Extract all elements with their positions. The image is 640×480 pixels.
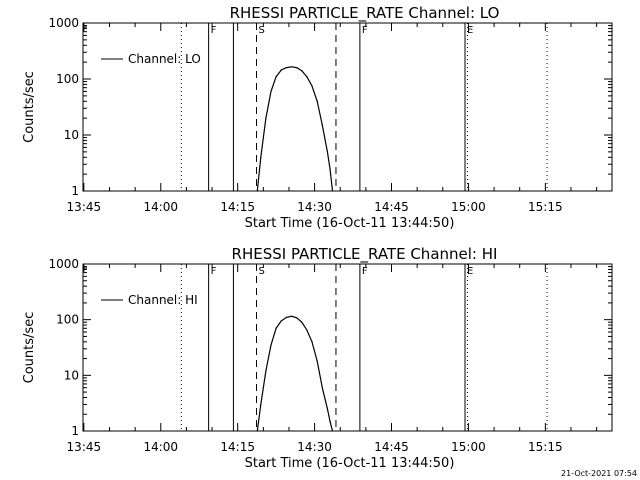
series-point	[280, 69, 282, 71]
footer-timestamp: 21-Oct-2021 07:54	[561, 469, 637, 478]
series-point	[301, 321, 303, 323]
x-axis-label: Start Time (16-Oct-11 13:44:50)	[245, 216, 455, 231]
chart-panel-lo: RHESSI PARTICLE_RATE Channel: LO Counts/s…	[22, 4, 613, 231]
x-tick-label: 15:00	[451, 440, 486, 454]
x-tick-label: 14:30	[297, 440, 332, 454]
chart-title: RHESSI PARTICLE_RATE Channel: LO	[230, 4, 500, 23]
x-tick-label: 14:30	[297, 200, 332, 214]
series-point	[316, 360, 318, 362]
y-tick-label: 1	[71, 184, 79, 198]
series-point	[256, 430, 258, 432]
series-point	[301, 70, 303, 72]
series-point	[265, 117, 267, 119]
y-tick-label: 1000	[48, 16, 79, 30]
x-tick-label: 14:15	[220, 440, 255, 454]
event-marker-label: S	[258, 25, 264, 36]
x-axis-label: Start Time (16-Oct-11 13:44:50)	[245, 456, 455, 471]
x-tick-label: 13:45	[67, 200, 102, 214]
series-line	[256, 315, 334, 432]
x-tick-label: 14:45	[374, 200, 409, 214]
series-point	[306, 329, 308, 331]
event-marker-label: F	[211, 266, 217, 277]
series-point	[331, 190, 334, 192]
x-tick-label: 14:15	[220, 200, 255, 214]
series-point	[329, 420, 331, 422]
chart-panel-hi: RHESSI PARTICLE_RATE Channel: HI Counts/s…	[22, 245, 613, 471]
plot-frame	[82, 22, 613, 192]
legend-label: Channel: HI	[128, 293, 198, 307]
series-point	[275, 327, 277, 329]
series-point	[326, 151, 329, 153]
series-point	[285, 66, 287, 69]
series-point	[260, 403, 262, 406]
x-tick-label: 14:00	[143, 440, 178, 454]
y-tick-label: 1000	[48, 257, 79, 271]
series-point	[290, 315, 293, 317]
series-point	[311, 341, 313, 343]
x-tick-label: 14:45	[374, 440, 409, 454]
y-tick-label: 1	[71, 424, 79, 438]
series-point	[331, 430, 334, 432]
event-marker-label: F	[211, 25, 217, 36]
series-point	[326, 408, 329, 410]
series-point	[285, 316, 287, 318]
event-marker-label: E	[467, 25, 473, 36]
y-tick-label: 100	[56, 313, 79, 327]
series-point	[265, 370, 267, 372]
series-point	[256, 190, 258, 192]
event-marker-label: E	[467, 266, 473, 277]
series-point	[321, 124, 323, 126]
plot-frame	[82, 263, 613, 432]
x-tick-label: 14:00	[143, 200, 178, 214]
series-point	[275, 76, 277, 78]
x-tick-label: 15:15	[528, 200, 563, 214]
y-axis-label: Counts/sec	[22, 71, 37, 143]
series-point	[270, 90, 272, 93]
series-point	[329, 168, 331, 170]
series-point	[280, 320, 282, 322]
series-point	[270, 344, 272, 346]
y-tick-label: 100	[56, 72, 79, 86]
event-marker-label: F	[362, 266, 368, 277]
chart-title: RHESSI PARTICLE_RATE Channel: HI	[232, 245, 498, 264]
series-point	[260, 156, 262, 158]
series-point	[311, 85, 313, 87]
y-tick-label: 10	[64, 128, 79, 142]
x-tick-label: 15:00	[451, 200, 486, 214]
series-line	[256, 66, 334, 192]
series-point	[296, 317, 298, 319]
series-point	[296, 66, 298, 69]
event-marker-label: F	[362, 25, 368, 36]
legend-label: Channel: LO	[128, 52, 201, 66]
series-point	[321, 387, 323, 389]
y-axis-label: Counts/sec	[22, 312, 37, 384]
x-tick-label: 15:15	[528, 440, 563, 454]
event-marker-label: S	[258, 266, 264, 277]
series-point	[290, 66, 293, 68]
series-point	[306, 76, 308, 78]
y-tick-label: 10	[64, 368, 79, 382]
series-point	[316, 100, 318, 102]
x-tick-label: 13:45	[67, 440, 102, 454]
